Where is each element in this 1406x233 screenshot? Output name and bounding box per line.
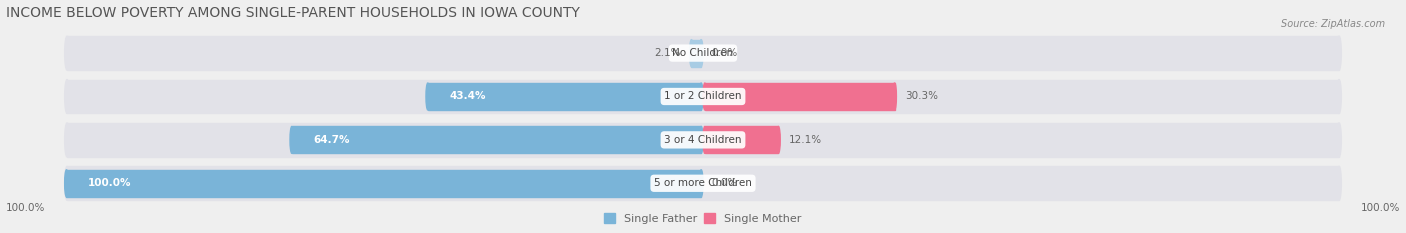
Text: 43.4%: 43.4% <box>450 92 486 102</box>
Bar <box>704 83 894 110</box>
Text: 5 or more Children: 5 or more Children <box>654 178 752 188</box>
Circle shape <box>699 170 703 197</box>
Circle shape <box>689 40 693 67</box>
Text: 100.0%: 100.0% <box>89 178 132 188</box>
Circle shape <box>893 83 897 110</box>
Circle shape <box>699 83 703 110</box>
Bar <box>427 83 702 110</box>
Bar <box>67 123 1339 157</box>
Circle shape <box>776 127 780 153</box>
Text: 30.3%: 30.3% <box>905 92 938 102</box>
Circle shape <box>65 166 69 200</box>
Bar <box>67 166 1339 200</box>
Circle shape <box>65 123 69 157</box>
Circle shape <box>703 83 707 110</box>
Text: INCOME BELOW POVERTY AMONG SINGLE-PARENT HOUSEHOLDS IN IOWA COUNTY: INCOME BELOW POVERTY AMONG SINGLE-PARENT… <box>6 6 579 20</box>
Bar <box>704 127 779 153</box>
Bar <box>67 36 1339 70</box>
Bar <box>67 79 1339 113</box>
Text: 0.0%: 0.0% <box>711 178 738 188</box>
Text: 64.7%: 64.7% <box>314 135 350 145</box>
Text: 0.0%: 0.0% <box>711 48 738 58</box>
Circle shape <box>1337 36 1341 70</box>
Bar <box>66 170 702 197</box>
Circle shape <box>65 36 69 70</box>
Circle shape <box>1337 123 1341 157</box>
Text: 12.1%: 12.1% <box>789 135 823 145</box>
Circle shape <box>1337 79 1341 113</box>
Text: Source: ZipAtlas.com: Source: ZipAtlas.com <box>1281 19 1385 29</box>
Text: 100.0%: 100.0% <box>6 203 45 213</box>
Circle shape <box>65 79 69 113</box>
Circle shape <box>699 127 703 153</box>
Circle shape <box>290 127 294 153</box>
Legend: Single Father, Single Mother: Single Father, Single Mother <box>600 209 806 228</box>
Text: 3 or 4 Children: 3 or 4 Children <box>664 135 742 145</box>
Text: 100.0%: 100.0% <box>1361 203 1400 213</box>
Bar <box>292 127 702 153</box>
Text: 2.1%: 2.1% <box>654 48 681 58</box>
Circle shape <box>699 40 703 67</box>
Circle shape <box>703 127 707 153</box>
Text: 1 or 2 Children: 1 or 2 Children <box>664 92 742 102</box>
Circle shape <box>1337 166 1341 200</box>
Bar <box>692 40 702 67</box>
Circle shape <box>65 170 69 197</box>
Circle shape <box>426 83 430 110</box>
Text: No Children: No Children <box>672 48 734 58</box>
